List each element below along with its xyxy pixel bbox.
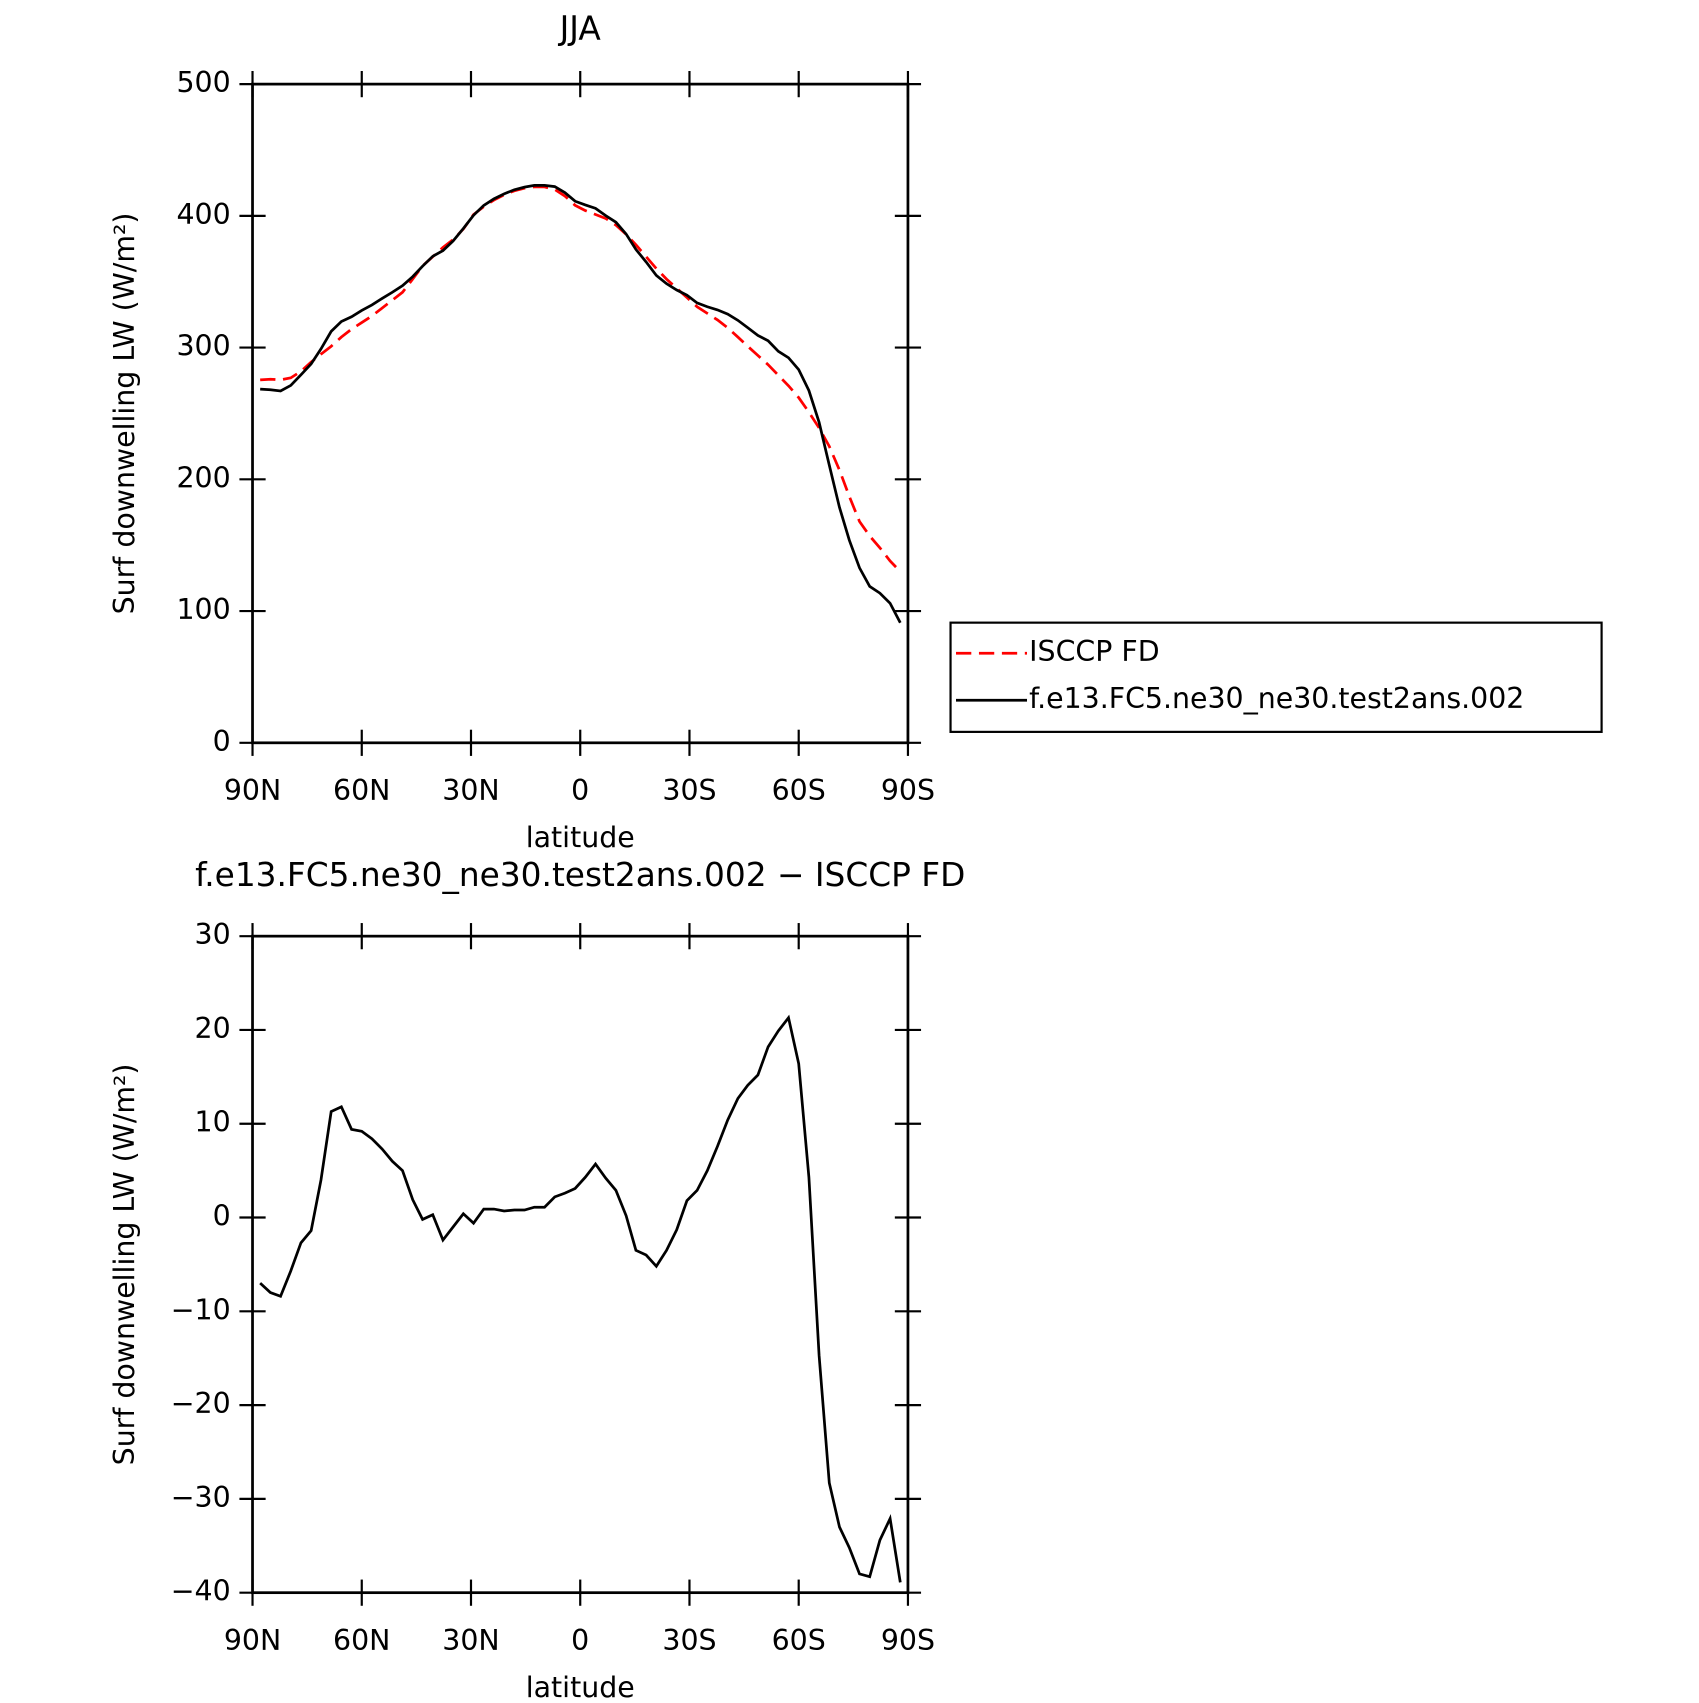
line [259,1014,902,1583]
y-tick-label: −40 [171,1575,231,1608]
y-tick-label: 100 [176,593,230,626]
x-tick-label: 0 [571,774,589,807]
x-tick-label: 60S [772,774,826,807]
x-tick-label: 90S [881,1624,935,1657]
x-tick-label: 30S [662,1624,716,1657]
x-tick-label: 30N [442,774,499,807]
y-tick-label: 30 [195,918,231,951]
y-tick-label: 200 [176,461,230,494]
plot-frame [251,934,910,1595]
y-axis-label: Surf downwelling LW (W/m²) [108,213,141,615]
chart-title: JJA [558,10,602,48]
y-tick-label: 500 [176,66,230,99]
x-tick-label: 90N [224,1624,281,1657]
legend-box [949,621,1603,733]
x-tick-label: 30S [662,774,716,807]
y-tick-label: 0 [213,1200,231,1233]
x-tick-label: 60N [333,774,390,807]
y-tick-label: −20 [171,1387,231,1420]
chart-title: f.e13.FC5.ne30_ne30.test2ans.002 − ISCCP… [195,856,965,894]
line [260,184,902,624]
x-tick-label: 90S [881,774,935,807]
y-tick-label: 0 [213,725,231,758]
y-tick-label: 20 [195,1012,231,1045]
legend-label: f.e13.FC5.ne30_ne30.test2ans.002 [1029,682,1524,715]
x-tick-label: 30N [442,1624,499,1657]
x-tick-label: 60S [772,1624,826,1657]
plot-frame [251,82,910,745]
x-tick-label: 0 [571,1624,589,1657]
y-axis-label: Surf downwelling LW (W/m²) [108,1063,141,1465]
y-tick-label: −30 [171,1481,231,1514]
x-tick-label: 90N [224,774,281,807]
x-tick-label: 60N [333,1624,390,1657]
x-axis-label: latitude [526,821,635,854]
x-axis-label: latitude [526,1671,635,1703]
line [260,185,902,573]
y-tick-label: 10 [195,1106,231,1139]
legend-label: ISCCP FD [1029,635,1159,668]
y-tick-label: 400 [176,198,230,231]
y-tick-label: −10 [171,1293,231,1326]
y-tick-label: 300 [176,330,230,363]
